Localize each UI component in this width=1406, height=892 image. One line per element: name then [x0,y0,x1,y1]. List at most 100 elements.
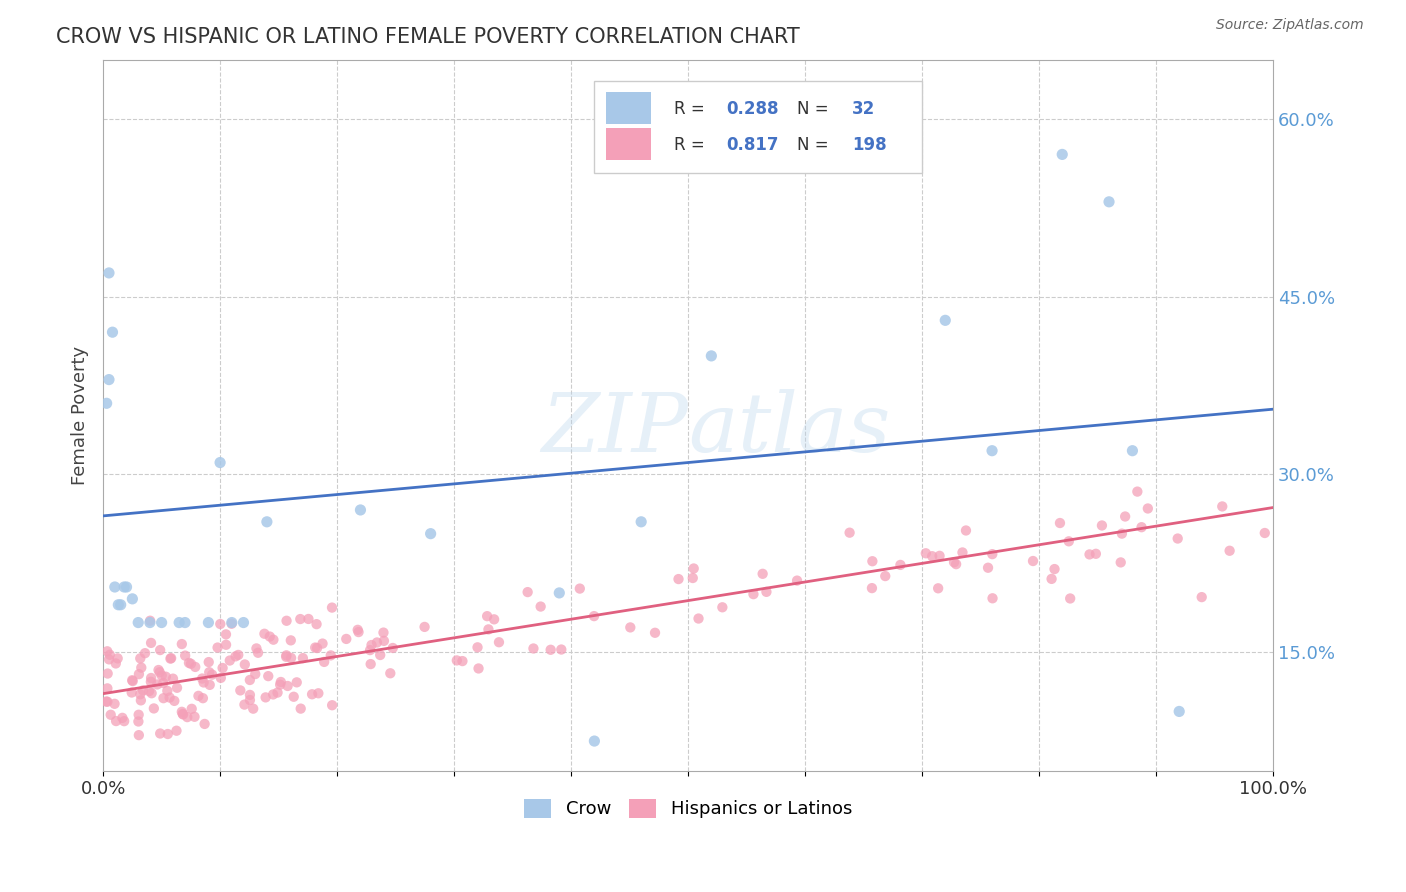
Point [838,525,860,540]
Point [105,714,128,728]
Point [373,633,395,648]
Point [540,642,562,657]
Point [446,653,468,667]
Y-axis label: Female Poverty: Female Poverty [72,345,89,484]
Point [1168,705,1191,719]
Point [121,685,143,699]
Point [225,649,247,664]
Point [321,698,343,713]
Point [239,673,262,687]
Point [262,688,284,702]
Point [183,710,205,724]
Point [349,503,371,517]
Point [150,615,173,630]
Point [283,690,305,704]
Point [550,642,572,657]
Point [174,648,197,663]
Point [149,726,172,740]
Point [166,681,188,695]
Text: 32: 32 [852,100,875,118]
Point [482,612,505,626]
Point [1022,554,1045,568]
Point [335,632,357,646]
Point [209,456,232,470]
Legend: Crow, Hispanics or Latinos: Crow, Hispanics or Latinos [517,792,859,826]
Point [129,660,152,674]
Point [170,705,193,719]
Point [290,701,312,715]
Point [477,623,499,637]
Point [197,655,219,669]
Point [233,657,256,672]
Point [1109,555,1132,569]
Point [98,652,121,666]
Point [914,546,936,560]
Point [981,443,1004,458]
Point [193,675,215,690]
Point [280,633,302,648]
Point [1078,548,1101,562]
Point [977,560,1000,574]
Point [934,313,956,327]
Point [1052,147,1074,161]
Point [583,734,606,748]
Point [197,615,219,630]
Point [103,697,125,711]
Point [1167,532,1189,546]
Point [112,714,135,728]
Point [215,638,238,652]
Point [107,598,129,612]
Point [162,672,184,686]
Point [1126,484,1149,499]
Point [111,711,134,725]
Point [107,651,129,665]
Point [110,598,132,612]
Point [121,673,143,688]
Point [276,614,298,628]
Bar [606,92,651,124]
Point [194,717,217,731]
Point [921,549,943,564]
Point [149,643,172,657]
Point [1121,443,1143,458]
Point [221,616,243,631]
Point [150,668,173,682]
Point [368,648,391,662]
Point [305,617,328,632]
Point [319,648,342,663]
Point [96,396,118,410]
Point [945,557,967,571]
Point [239,693,262,707]
Point [129,687,152,701]
Point [104,580,127,594]
Point [786,574,808,588]
Point [530,599,553,614]
Bar [606,128,651,161]
Point [226,648,249,662]
Point [229,683,252,698]
Text: 0.817: 0.817 [727,136,779,153]
Point [172,706,194,721]
Point [148,663,170,677]
Point [943,555,966,569]
Point [245,667,267,681]
Point [373,625,395,640]
Point [751,566,773,581]
Point [142,701,165,715]
Point [115,580,138,594]
Point [1254,526,1277,541]
Point [247,646,270,660]
Point [138,684,160,698]
Point [630,515,652,529]
Point [97,666,120,681]
Point [1219,543,1241,558]
Point [191,691,214,706]
Point [198,678,221,692]
Point [952,545,974,559]
Point [180,702,202,716]
Point [112,580,135,594]
Point [121,674,143,689]
Point [121,591,143,606]
Point [928,549,950,563]
Point [127,615,149,630]
